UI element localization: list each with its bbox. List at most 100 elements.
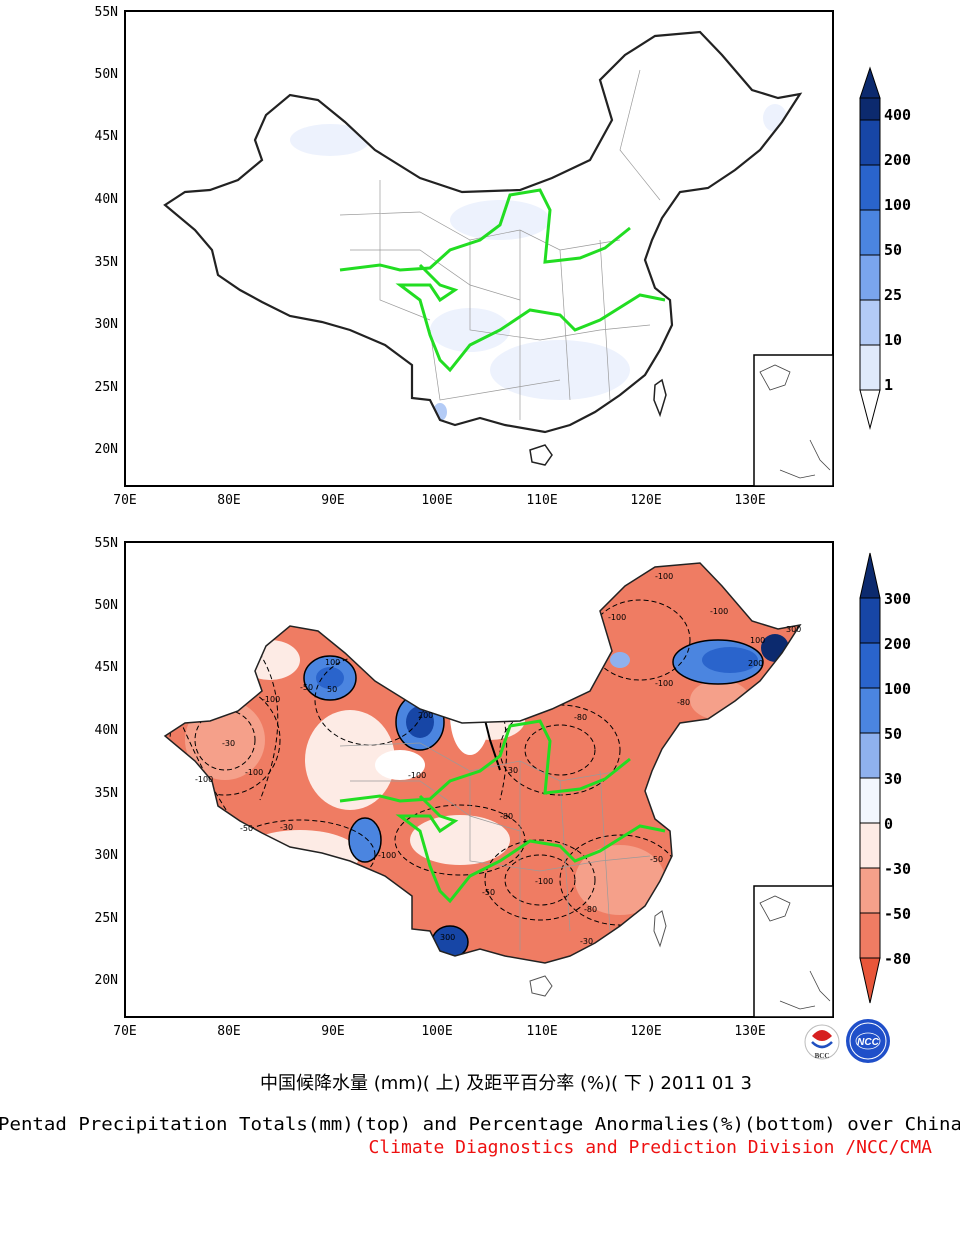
positive-anomaly xyxy=(432,926,468,958)
contour-label: -80 xyxy=(677,698,690,707)
colorbar-label: 50 xyxy=(884,725,902,743)
contour-label: -100 xyxy=(710,607,728,616)
top-lon-label: 110E xyxy=(526,493,557,508)
contour-label: -100 xyxy=(655,572,673,581)
contour-label: -100 xyxy=(408,771,426,780)
top-lat-label: 30N xyxy=(95,317,118,332)
anomaly-zone xyxy=(410,815,510,865)
colorbar-arrow-bottom xyxy=(859,389,881,430)
top-lon-label: 80E xyxy=(217,493,240,508)
taiwan-island xyxy=(653,910,667,948)
bottom-lon-label: 120E xyxy=(630,1024,661,1039)
positive-anomaly xyxy=(316,667,344,689)
colorbar-label: 100 xyxy=(884,680,911,698)
bcc-logo-text: BCC xyxy=(815,1052,830,1060)
colorbar-arrow-top xyxy=(859,66,881,99)
colorbar-label: 50 xyxy=(884,241,902,259)
contour-label: -50 xyxy=(650,855,663,864)
colorbar-segment xyxy=(859,732,881,779)
contour-label: -100 xyxy=(195,775,213,784)
contour-label: 200 xyxy=(748,659,763,668)
contour-labels: -100 -100 -100 -100 -100 -100 -100 -100 … xyxy=(195,572,801,946)
contour-label: -100 xyxy=(245,768,263,777)
colorbar-segment xyxy=(859,299,881,346)
bottom-inset-south-china-sea xyxy=(753,885,834,1018)
bottom-lat-label: 20N xyxy=(95,973,118,988)
top-lat-label: 20N xyxy=(95,442,118,457)
bottom-map-panel: -100 -100 -100 -100 -100 -100 -100 -100 … xyxy=(95,536,912,1039)
hainan-island xyxy=(529,975,553,997)
colorbar-segment xyxy=(859,254,881,301)
anomaly-zone xyxy=(305,710,395,810)
colorbar-label: 200 xyxy=(884,151,911,169)
colorbar-label: 30 xyxy=(884,770,902,788)
yangtze-river-line xyxy=(395,794,666,904)
colorbar-segment xyxy=(859,867,881,914)
anomaly-zone xyxy=(375,750,425,780)
bottom-lat-label: 45N xyxy=(95,660,118,675)
bottom-lat-label: 50N xyxy=(95,598,118,613)
colorbar-label: 400 xyxy=(884,106,911,124)
yangtze-river-line xyxy=(395,263,666,373)
contour-label: 300 xyxy=(786,625,801,634)
yellow-river-line xyxy=(339,188,631,272)
contour-label: -100 xyxy=(262,695,280,704)
colorbar-label: 1 xyxy=(884,376,893,394)
bcc-logo: BCC xyxy=(804,1024,840,1060)
top-precip-patch xyxy=(490,340,630,400)
top-lon-axis: 70E 80E 90E 100E 110E 120E 130E xyxy=(113,493,765,508)
top-precip-patch xyxy=(290,124,370,156)
colorbar-label: 0 xyxy=(884,815,893,833)
positive-anomaly xyxy=(610,652,630,668)
contour-label: -30 xyxy=(580,937,593,946)
top-lon-label: 90E xyxy=(321,493,344,508)
contour-label: -100 xyxy=(655,679,673,688)
top-inset-south-china-sea xyxy=(753,354,834,487)
bottom-colorbar: 300 200 100 50 30 0 -30 -50 -80 xyxy=(859,552,911,1004)
bottom-lon-label: 110E xyxy=(526,1024,557,1039)
bottom-lat-axis: 55N 50N 45N 40N 35N 30N 25N 20N xyxy=(95,536,118,988)
contour-label: -80 xyxy=(584,905,597,914)
bottom-rivers xyxy=(339,719,666,904)
colorbar-arrow-top xyxy=(859,552,881,599)
top-lon-label: 100E xyxy=(421,493,452,508)
positive-anomaly xyxy=(702,647,758,673)
top-lat-label: 50N xyxy=(95,67,118,82)
ncc-logo-text: NCC xyxy=(857,1037,879,1048)
top-lat-label: 45N xyxy=(95,129,118,144)
colorbar-segment xyxy=(859,209,881,256)
english-title: Pentad Precipitation Totals(mm)(top) and… xyxy=(0,1114,960,1135)
taiwan-island xyxy=(653,378,667,418)
colorbar-label: 300 xyxy=(884,590,911,608)
colorbar-segment xyxy=(859,912,881,959)
top-lon-label: 130E xyxy=(734,493,765,508)
top-colorbar: 400 200 100 50 25 10 1 xyxy=(859,66,911,430)
colorbar-segment xyxy=(859,822,881,869)
bottom-lon-label: 80E xyxy=(217,1024,240,1039)
contour-label: -30 xyxy=(280,823,293,832)
top-lat-axis: 55N 50N 45N 40N 35N 30N 25N 20N xyxy=(95,5,118,457)
bottom-lat-label: 55N xyxy=(95,536,118,551)
contour-label: -100 xyxy=(535,877,553,886)
contour-label: -50 xyxy=(482,888,495,897)
bottom-lon-label: 100E xyxy=(421,1024,452,1039)
bottom-lat-label: 40N xyxy=(95,723,118,738)
top-lat-label: 25N xyxy=(95,380,118,395)
top-rivers xyxy=(339,188,666,373)
colorbar-segment xyxy=(859,687,881,734)
anomaly-zone xyxy=(575,845,665,915)
top-lon-label: 120E xyxy=(630,493,661,508)
bottom-lon-axis: 70E 80E 90E 100E 110E 120E 130E xyxy=(113,1024,765,1039)
bottom-lat-label: 30N xyxy=(95,848,118,863)
contour-label: -50 xyxy=(300,683,313,692)
top-lat-label: 35N xyxy=(95,255,118,270)
top-china-region xyxy=(163,30,803,434)
colorbar-segment xyxy=(859,642,881,689)
bottom-lon-label: 70E xyxy=(113,1024,136,1039)
contour-label: -100 xyxy=(608,613,626,622)
top-map-panel: 55N 50N 45N 40N 35N 30N 25N 20N 70E 80E … xyxy=(95,5,912,508)
bottom-lat-label: 35N xyxy=(95,786,118,801)
bottom-lon-label: 130E xyxy=(734,1024,765,1039)
colorbar-label: -80 xyxy=(884,950,911,968)
contour-label: 50 xyxy=(327,685,337,694)
